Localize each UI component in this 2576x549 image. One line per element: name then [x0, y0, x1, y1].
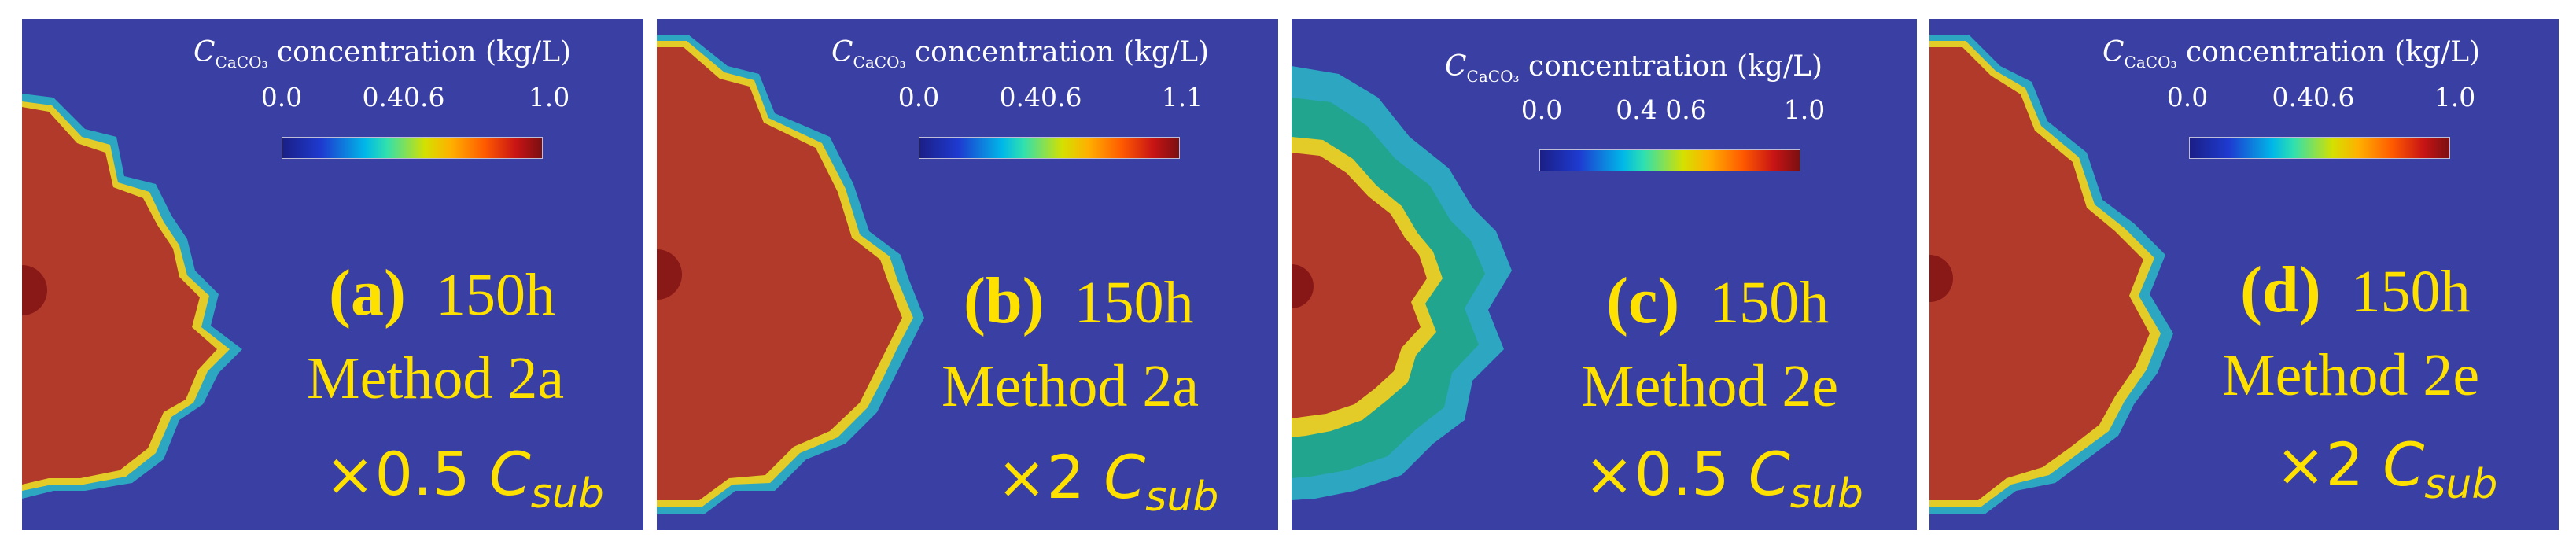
- label-row-b: (b) 150h: [964, 263, 1194, 339]
- colorbar-c: [1539, 149, 1800, 171]
- colorbar-b: [919, 137, 1180, 159]
- legend-title-a: CCaCO₃ concentration (kg/L): [193, 36, 572, 72]
- core-c: [1292, 153, 1427, 418]
- method-a: Method 2a: [307, 345, 565, 411]
- method-d: Method 2e: [2222, 342, 2480, 408]
- crystal-growth-plot-c: [1292, 66, 1512, 500]
- multiplier-d: ×2 Csub: [2276, 429, 2498, 509]
- center-c: [1292, 264, 1314, 308]
- legend-tick-max-d: 1.0: [2434, 82, 2476, 112]
- panel-d: CCaCO₃ concentration (kg/L) 0.0 0.40.6 1…: [1929, 19, 2559, 530]
- crystal-growth-plot-d: [1929, 35, 2173, 514]
- method-c: Method 2e: [1581, 353, 1839, 419]
- panel-c: CCaCO₃ concentration (kg/L) 0.0 0.4 0.6 …: [1292, 19, 1917, 530]
- center-d: [1929, 255, 1953, 302]
- legend-tick-min-d: 0.0: [2166, 82, 2209, 112]
- panel-tag-a: (a): [329, 256, 406, 330]
- legend-tick-min-a: 0.0: [260, 82, 303, 112]
- legend-tick-max-a: 1.0: [528, 82, 570, 112]
- legend-tick-mid-a: 0.40.6: [362, 82, 445, 112]
- multiplier-a: ×0.5 Csub: [325, 439, 604, 518]
- legend-title-b: CCaCO₃ concentration (kg/L): [831, 36, 1210, 72]
- panel-tag-d: (d): [2240, 253, 2321, 326]
- legend-tick-min-b: 0.0: [897, 82, 940, 112]
- center-b: [657, 249, 682, 300]
- legend-tick-max-c: 1.0: [1783, 94, 1826, 125]
- core-a: [22, 107, 217, 485]
- panel-tag-b: (b): [964, 264, 1045, 337]
- label-row-d: (d) 150h: [2240, 252, 2471, 328]
- crystal-growth-plot-a: [22, 94, 242, 499]
- multiplier-c: ×0.5 Csub: [1584, 439, 1863, 518]
- time-b: 150h: [1074, 270, 1194, 336]
- legend-title-d: CCaCO₃ concentration (kg/L): [2102, 36, 2481, 72]
- label-row-c: (c) 150h: [1606, 263, 1829, 339]
- panel-a: CCaCO₃ concentration (kg/L) 0.0 0.40.6 1…: [22, 19, 643, 530]
- time-c: 150h: [1709, 270, 1830, 336]
- crystal-growth-plot-b: [657, 35, 924, 514]
- legend-tick-mid-d: 0.40.6: [2272, 82, 2355, 112]
- method-b: Method 2a: [942, 353, 1200, 419]
- colorbar-a: [282, 137, 543, 159]
- panel-tag-c: (c): [1606, 264, 1680, 337]
- legend-tick-max-b: 1.1: [1161, 82, 1203, 112]
- legend-tick-mid-b: 0.40.6: [999, 82, 1082, 112]
- panel-b: CCaCO₃ concentration (kg/L) 0.0 0.40.6 1…: [657, 19, 1278, 530]
- core-d: [1929, 47, 2150, 500]
- time-a: 150h: [435, 262, 555, 328]
- colorbar-d: [2189, 137, 2450, 159]
- label-row-a: (a) 150h: [329, 255, 555, 331]
- time-d: 150h: [2350, 259, 2471, 325]
- core-b: [657, 47, 902, 500]
- legend-tick-min-c: 0.0: [1520, 94, 1563, 125]
- center-a: [22, 265, 47, 315]
- multiplier-b: ×2 Csub: [997, 442, 1219, 521]
- legend-tick-mid-c: 0.4 0.6: [1616, 94, 1707, 125]
- legend-title-c: CCaCO₃ concentration (kg/L): [1445, 50, 1823, 87]
